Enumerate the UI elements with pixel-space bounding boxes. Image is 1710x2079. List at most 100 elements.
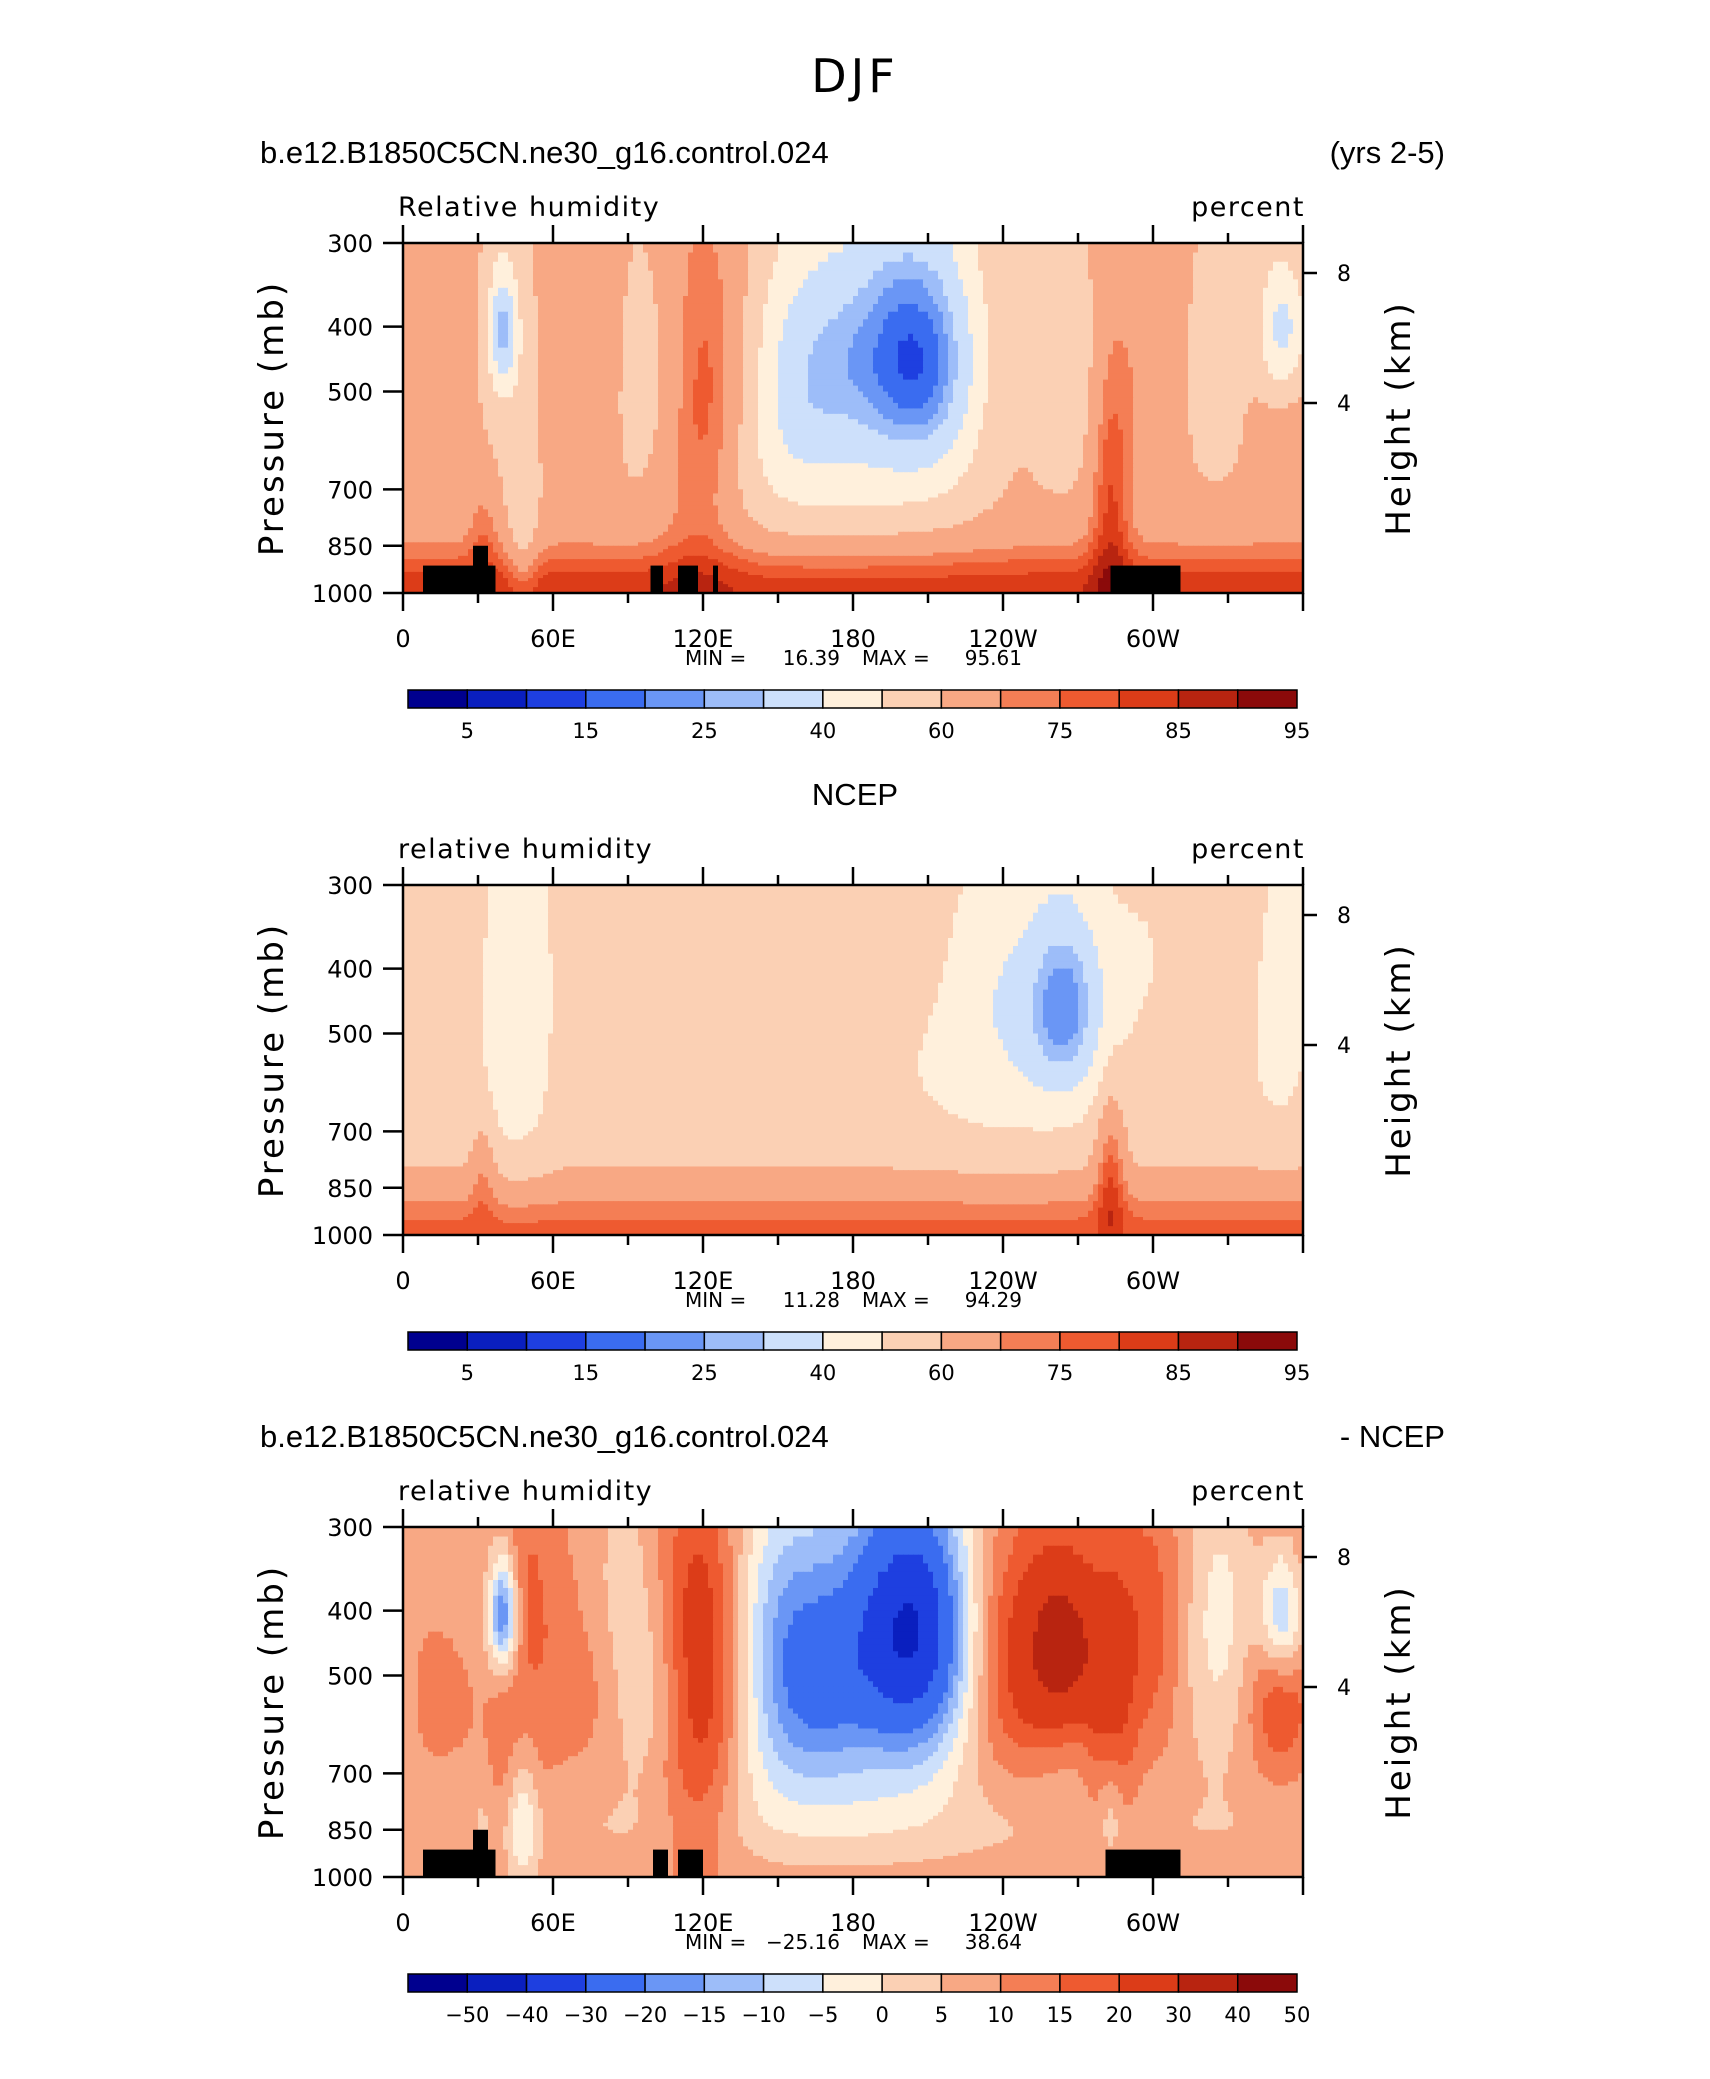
heatmap-cell <box>633 271 639 280</box>
heatmap-cell <box>483 262 489 272</box>
heatmap-cell <box>848 386 854 392</box>
heatmap-cell <box>708 312 714 320</box>
heatmap-cell <box>478 243 484 253</box>
heatmap-cell <box>533 380 539 387</box>
heatmap-cell <box>1228 271 1234 280</box>
heatmap-cell <box>763 367 769 374</box>
heatmap-cell <box>968 319 974 327</box>
heatmap-cell <box>1048 243 1054 253</box>
heatmap-cell <box>708 319 714 327</box>
heatmap-cell <box>958 319 964 327</box>
heatmap-cell <box>933 361 939 368</box>
heatmap-cell <box>418 288 424 297</box>
heatmap-cell <box>978 312 984 320</box>
heatmap-cell <box>953 296 959 305</box>
heatmap-cell <box>1143 271 1149 280</box>
heatmap-cell <box>458 354 464 361</box>
heatmap-cell <box>868 327 874 335</box>
heatmap-cell <box>753 391 759 397</box>
heatmap-cell <box>408 391 414 397</box>
heatmap-cell <box>1283 341 1289 348</box>
heatmap-cell <box>1223 304 1229 312</box>
heatmap-cell <box>588 243 594 253</box>
heatmap-cell <box>1023 397 1029 403</box>
heatmap-cell <box>1123 253 1129 263</box>
heatmap-cell <box>1188 262 1194 272</box>
heatmap-cell <box>773 271 779 280</box>
heatmap-cell <box>1158 327 1164 335</box>
heatmap-cell <box>1143 361 1149 368</box>
heatmap-cell <box>1253 319 1259 327</box>
heatmap-cell <box>708 374 714 381</box>
heatmap-cell <box>688 279 694 288</box>
heatmap-cell <box>1218 271 1224 280</box>
heatmap-cell <box>423 361 429 368</box>
heatmap-cell <box>913 361 919 368</box>
heatmap-cell <box>998 348 1004 355</box>
heatmap-cell <box>983 296 989 305</box>
heatmap-cell <box>703 243 709 253</box>
heatmap-cell <box>678 374 684 381</box>
heatmap-cell <box>578 296 584 305</box>
heatmap-cell <box>713 374 719 381</box>
heatmap-cell <box>1083 327 1089 335</box>
heatmap-cell <box>1183 386 1189 392</box>
heatmap-cell <box>1133 296 1139 305</box>
heatmap-cell <box>773 380 779 387</box>
heatmap-cell <box>843 380 849 387</box>
heatmap-cell <box>1103 296 1109 305</box>
heatmap-cell <box>703 374 709 381</box>
heatmap-cell <box>423 304 429 312</box>
heatmap-cell <box>1028 386 1034 392</box>
heatmap-cell <box>1208 380 1214 387</box>
heatmap-cell <box>653 253 659 263</box>
heatmap-cell <box>493 288 499 297</box>
heatmap-cell <box>923 397 929 403</box>
heatmap-cell <box>1248 319 1254 327</box>
heatmap-cell <box>858 262 864 272</box>
heatmap-cell <box>653 341 659 348</box>
heatmap-cell <box>828 380 834 387</box>
heatmap-cell <box>1268 334 1274 342</box>
heatmap-cell <box>1133 367 1139 374</box>
heatmap-cell <box>823 374 829 381</box>
heatmap-cell <box>703 391 709 397</box>
heatmap-cell <box>963 374 969 381</box>
heatmap-cell <box>1048 367 1054 374</box>
heatmap-cell <box>728 348 734 355</box>
heatmap-cell <box>848 397 854 403</box>
heatmap-cell <box>453 354 459 361</box>
heatmap-cell <box>748 262 754 272</box>
heatmap-cell <box>558 341 564 348</box>
heatmap-cell <box>703 304 709 312</box>
heatmap-cell <box>1088 296 1094 305</box>
heatmap-cell <box>1213 391 1219 397</box>
heatmap-cell <box>643 262 649 272</box>
heatmap-cell <box>1148 296 1154 305</box>
heatmap-cell <box>443 304 449 312</box>
heatmap-cell <box>438 386 444 392</box>
heatmap-cell <box>463 296 469 305</box>
heatmap-cell <box>1183 334 1189 342</box>
heatmap-cell <box>563 380 569 387</box>
heatmap-cell <box>998 253 1004 263</box>
heatmap-cell <box>1208 334 1214 342</box>
heatmap-cell <box>818 296 824 305</box>
heatmap-cell <box>998 361 1004 368</box>
heatmap-cell <box>1083 341 1089 348</box>
heatmap-cell <box>1158 334 1164 342</box>
heatmap-cell <box>1278 271 1284 280</box>
heatmap-cell <box>433 341 439 348</box>
heatmap-cell <box>1228 304 1234 312</box>
heatmap-cell <box>508 253 514 263</box>
heatmap-cell <box>903 334 909 342</box>
heatmap-cell <box>1143 367 1149 374</box>
heatmap-cell <box>938 304 944 312</box>
heatmap-cell <box>653 262 659 272</box>
heatmap-cell <box>873 253 879 263</box>
heatmap-cell <box>1098 334 1104 342</box>
heatmap-cell <box>508 391 514 397</box>
heatmap-cell <box>473 367 479 374</box>
heatmap-cell <box>983 354 989 361</box>
heatmap-cell <box>1063 397 1069 403</box>
